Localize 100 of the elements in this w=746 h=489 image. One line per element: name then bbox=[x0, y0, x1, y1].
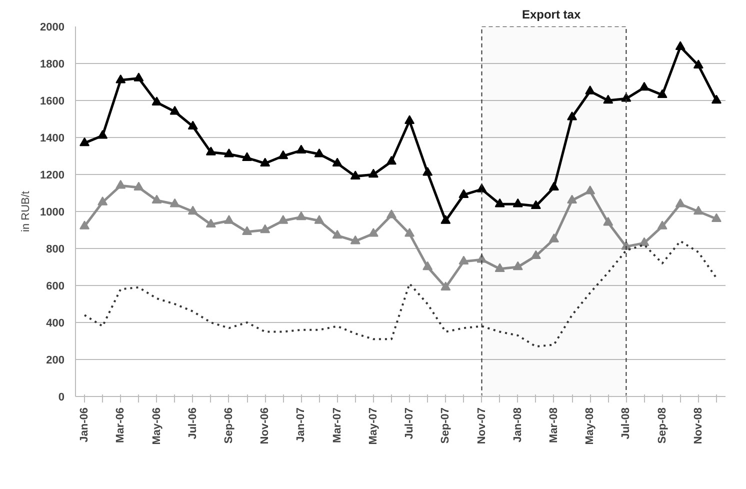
point bbox=[98, 130, 108, 139]
point bbox=[657, 220, 668, 230]
point bbox=[639, 82, 650, 91]
point bbox=[711, 94, 722, 104]
point bbox=[404, 115, 415, 124]
point bbox=[639, 237, 650, 246]
point bbox=[260, 224, 270, 234]
point bbox=[621, 240, 632, 250]
x-tick-label: Sep-08 bbox=[656, 407, 668, 444]
point bbox=[170, 198, 180, 208]
point bbox=[188, 120, 198, 130]
y-tick-label: 1400 bbox=[40, 132, 65, 144]
point bbox=[512, 198, 523, 208]
point bbox=[422, 166, 433, 176]
band-label: Export tax bbox=[522, 8, 581, 22]
x-tick-label: Nov-06 bbox=[259, 407, 272, 444]
point bbox=[80, 220, 90, 230]
point bbox=[603, 94, 614, 104]
point bbox=[80, 137, 90, 146]
x-tick-label: Sep-07 bbox=[440, 407, 452, 444]
point bbox=[548, 182, 559, 191]
point bbox=[530, 200, 541, 210]
point bbox=[567, 111, 578, 120]
point bbox=[98, 196, 108, 206]
point bbox=[224, 148, 234, 158]
point bbox=[675, 41, 686, 50]
point bbox=[242, 226, 252, 235]
x-tick-label: Jul-07 bbox=[404, 407, 416, 440]
point bbox=[188, 206, 198, 215]
y-tick-label: 1600 bbox=[40, 96, 65, 108]
point bbox=[675, 198, 686, 208]
point bbox=[458, 189, 469, 198]
x-tick-label: Mar-07 bbox=[331, 407, 344, 443]
point bbox=[134, 72, 144, 82]
point bbox=[422, 261, 433, 270]
x-tick-label: May-06 bbox=[150, 408, 163, 445]
point bbox=[152, 194, 162, 204]
point bbox=[476, 254, 487, 263]
y-tick-label: 1000 bbox=[40, 206, 65, 218]
y-tick-label: 400 bbox=[46, 318, 65, 330]
point bbox=[152, 96, 162, 106]
x-tick-label: Jul-06 bbox=[186, 407, 199, 440]
point bbox=[603, 216, 614, 226]
x-tick-label: Jan-08 bbox=[512, 407, 524, 442]
y-tick-label: 800 bbox=[46, 244, 65, 256]
point bbox=[170, 106, 180, 115]
point bbox=[314, 215, 324, 224]
point bbox=[332, 230, 342, 239]
point bbox=[350, 170, 360, 180]
point bbox=[440, 215, 451, 224]
point bbox=[404, 228, 415, 237]
point bbox=[567, 194, 578, 204]
point bbox=[711, 213, 722, 222]
y-axis-title: in RUB/t bbox=[20, 191, 32, 232]
point bbox=[278, 215, 288, 224]
point bbox=[693, 60, 704, 68]
x-tick-label: Jan-06 bbox=[78, 407, 91, 442]
x-tick-label: Mar-06 bbox=[114, 407, 127, 443]
y-tick-label: 1800 bbox=[40, 58, 65, 70]
x-tick-label: Mar-08 bbox=[548, 407, 560, 443]
x-tick-label: Jul-08 bbox=[620, 407, 632, 440]
point bbox=[512, 261, 523, 270]
point bbox=[224, 215, 234, 224]
point bbox=[296, 144, 306, 154]
point bbox=[530, 250, 541, 259]
point bbox=[476, 184, 487, 192]
point bbox=[621, 92, 632, 102]
point bbox=[368, 228, 378, 237]
point bbox=[368, 168, 378, 178]
point bbox=[206, 218, 216, 228]
y-tick-label: 600 bbox=[46, 280, 65, 292]
point bbox=[260, 158, 270, 166]
x-tick-label: Sep-06 bbox=[222, 407, 235, 444]
y-tick-label: 200 bbox=[46, 354, 65, 366]
point bbox=[386, 210, 396, 218]
x-tick-label: Nov-08 bbox=[692, 407, 704, 444]
x-tick-label: Jan-07 bbox=[295, 407, 308, 442]
point bbox=[278, 150, 288, 160]
point bbox=[585, 86, 596, 94]
y-tick-label: 2000 bbox=[40, 22, 65, 34]
point bbox=[494, 263, 505, 272]
point bbox=[350, 235, 360, 244]
point bbox=[296, 211, 306, 220]
point bbox=[548, 234, 559, 242]
point bbox=[657, 89, 668, 98]
point bbox=[242, 152, 252, 161]
y-tick-label: 0 bbox=[58, 392, 65, 404]
x-tick-label: Nov-07 bbox=[476, 407, 488, 444]
point bbox=[693, 206, 704, 215]
y-tick-label: 1200 bbox=[40, 170, 65, 182]
point bbox=[386, 156, 396, 165]
point bbox=[314, 148, 324, 158]
point bbox=[116, 74, 126, 84]
point bbox=[134, 182, 144, 191]
point bbox=[494, 198, 505, 208]
point bbox=[585, 185, 596, 194]
point bbox=[458, 256, 469, 265]
x-tick-label: May-08 bbox=[584, 408, 596, 445]
point bbox=[116, 180, 126, 189]
x-tick-label: May-07 bbox=[367, 408, 380, 445]
